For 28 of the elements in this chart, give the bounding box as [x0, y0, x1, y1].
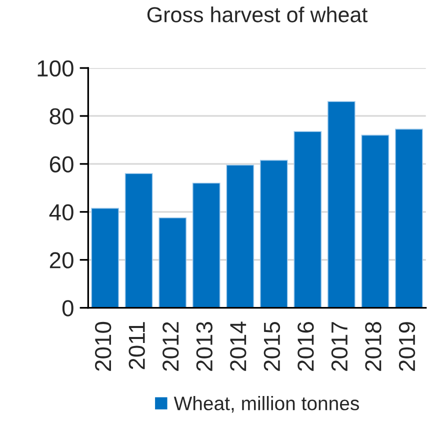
x-tick-label: 2015 — [264, 322, 280, 371]
bar — [226, 164, 254, 308]
x-tick-label: 2017 — [331, 322, 348, 371]
bar — [328, 101, 356, 308]
bar — [192, 182, 220, 308]
x-tick-label: 2012 — [162, 322, 179, 371]
bar — [158, 217, 187, 308]
bar — [91, 208, 119, 308]
y-tick-label: 0 — [62, 300, 74, 316]
x-tick-label: 2016 — [298, 322, 314, 371]
y-tick-label: 60 — [50, 156, 74, 172]
x-tick-label: 2018 — [365, 322, 382, 371]
x-tick-label: 2019 — [398, 322, 416, 371]
bar — [395, 128, 423, 308]
bar — [260, 160, 288, 308]
bar — [361, 134, 390, 308]
bar — [294, 131, 322, 308]
bar — [124, 173, 153, 308]
y-tick-label: 20 — [50, 252, 74, 268]
legend-label: Wheat, million tonnes — [174, 396, 359, 413]
x-tick-label: 2010 — [94, 322, 112, 371]
chart-title: Gross harvest of wheat — [147, 6, 368, 22]
y-tick-label: 80 — [50, 108, 74, 125]
x-tick-label: 2014 — [230, 322, 246, 371]
x-tick-label: 2011 — [128, 322, 145, 370]
x-tick-label: 2013 — [196, 322, 213, 371]
y-tick-label: 100 — [38, 60, 74, 77]
y-tick-label: 40 — [49, 204, 74, 220]
